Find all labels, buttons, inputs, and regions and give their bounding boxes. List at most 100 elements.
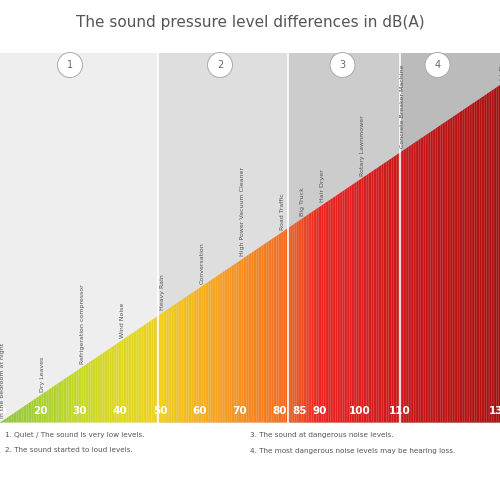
Polygon shape [219,274,221,422]
Polygon shape [136,329,138,422]
Polygon shape [166,309,168,422]
Polygon shape [70,374,71,422]
Polygon shape [10,414,12,422]
Polygon shape [52,386,54,422]
Polygon shape [348,186,350,422]
Polygon shape [25,404,26,422]
Polygon shape [417,140,418,422]
Polygon shape [190,293,192,422]
Polygon shape [185,296,186,422]
Text: Conversation: Conversation [200,242,205,284]
Polygon shape [62,380,64,422]
Polygon shape [125,337,126,422]
Polygon shape [152,319,154,422]
Polygon shape [44,392,45,422]
Polygon shape [420,138,422,422]
Text: Rotary Lawnmower: Rotary Lawnmower [360,115,365,176]
Polygon shape [458,112,460,422]
Polygon shape [15,411,16,422]
Polygon shape [101,353,102,422]
Polygon shape [339,192,341,422]
Polygon shape [446,120,448,422]
Polygon shape [291,225,292,422]
Polygon shape [362,178,364,422]
Polygon shape [449,118,451,422]
Polygon shape [276,234,278,422]
Polygon shape [466,106,468,422]
Polygon shape [496,86,498,422]
Polygon shape [434,128,436,422]
Text: 50: 50 [153,406,167,416]
Polygon shape [82,366,84,422]
Polygon shape [20,408,21,422]
Circle shape [208,52,233,78]
Polygon shape [18,409,20,422]
Polygon shape [65,378,66,422]
Polygon shape [175,303,176,422]
Polygon shape [204,284,205,422]
Text: Concrete Breaker Machine: Concrete Breaker Machine [400,65,405,148]
Polygon shape [84,365,85,422]
Polygon shape [230,266,232,422]
Polygon shape [332,197,334,422]
Polygon shape [328,200,330,422]
Polygon shape [402,150,404,422]
Polygon shape [370,172,372,422]
Polygon shape [456,114,458,422]
Polygon shape [186,296,188,422]
Polygon shape [48,389,50,422]
Polygon shape [268,240,270,422]
Text: 4. The most dangerous noise levels may be hearing loss.: 4. The most dangerous noise levels may b… [250,448,455,454]
Polygon shape [198,288,200,422]
Polygon shape [54,386,55,422]
Polygon shape [148,322,150,422]
Polygon shape [444,122,446,422]
Polygon shape [404,149,405,422]
Polygon shape [244,257,245,422]
Polygon shape [376,167,378,422]
Text: 100: 100 [349,406,371,416]
Polygon shape [214,277,216,422]
Polygon shape [68,375,70,422]
Text: High Power Vacuum Cleaner: High Power Vacuum Cleaner [240,168,245,256]
Polygon shape [396,154,398,422]
Polygon shape [405,148,407,422]
Polygon shape [135,330,136,422]
Polygon shape [116,342,118,422]
Polygon shape [353,183,355,422]
Polygon shape [130,334,132,422]
Polygon shape [282,231,284,422]
Polygon shape [454,114,456,422]
Polygon shape [87,362,88,422]
Polygon shape [314,210,315,422]
Polygon shape [264,244,265,422]
Polygon shape [436,128,438,422]
Polygon shape [108,348,110,422]
Polygon shape [320,206,322,422]
Polygon shape [344,189,346,422]
Bar [288,52,400,422]
Polygon shape [484,94,486,422]
Polygon shape [216,276,218,422]
Polygon shape [498,85,500,422]
Bar [400,52,500,422]
Polygon shape [325,202,327,422]
Polygon shape [164,311,165,422]
Polygon shape [14,412,15,422]
Polygon shape [98,356,99,422]
Polygon shape [260,246,262,422]
Polygon shape [430,131,432,422]
Text: 1: 1 [67,60,73,70]
Polygon shape [26,404,28,422]
Text: 4: 4 [434,60,440,70]
Polygon shape [180,300,182,422]
Polygon shape [400,152,402,422]
Polygon shape [438,126,439,422]
Text: Wind Noise: Wind Noise [120,302,125,338]
Polygon shape [338,194,339,422]
Polygon shape [324,203,325,422]
Polygon shape [306,214,308,422]
Polygon shape [110,348,112,422]
Polygon shape [440,124,442,422]
Polygon shape [365,175,366,422]
